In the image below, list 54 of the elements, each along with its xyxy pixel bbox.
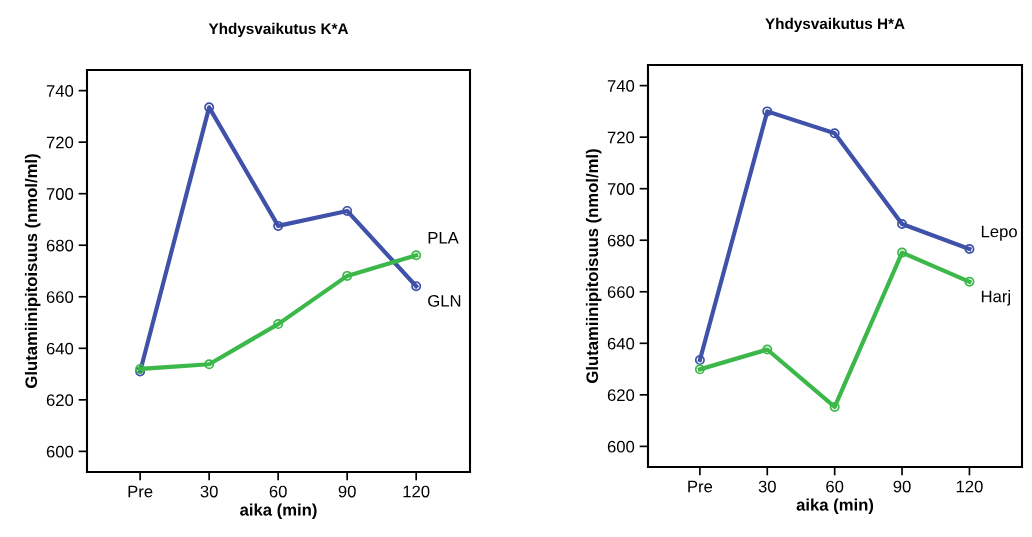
point [273, 319, 284, 330]
x-tick-label: Pre [128, 485, 153, 498]
point [762, 344, 773, 355]
y-axis-title: Glutamiinipitoisuus (nmol/ml) [24, 154, 41, 388]
y-axis-title: Glutamiinipitoisuus (nmol/ml) [585, 149, 602, 383]
y-tick-label: 720 [46, 136, 74, 149]
point [694, 355, 705, 366]
point [964, 276, 975, 287]
x-tick-label: 120 [956, 480, 983, 493]
x-tick-label: Pre [688, 480, 713, 493]
x-tick-label: 60 [269, 485, 287, 498]
point [897, 247, 908, 258]
x-tick-label: 30 [200, 485, 218, 498]
y-tick-label: 740 [46, 85, 74, 97]
point [342, 270, 353, 281]
point [411, 281, 422, 292]
point [762, 106, 773, 117]
point [829, 401, 840, 412]
y-tick-label: 660 [607, 286, 635, 298]
x-tick-label: 30 [758, 480, 776, 493]
series-label: PLA [428, 232, 459, 244]
y-tick-label: 600 [46, 445, 74, 458]
x-tick-label: 90 [893, 480, 911, 493]
point [273, 220, 284, 231]
y-tick-label: 640 [46, 342, 74, 355]
point [411, 250, 422, 261]
point [964, 243, 975, 254]
point [204, 102, 215, 113]
y-tick-label: 740 [607, 80, 635, 92]
chart-title: Yhdysvaikutus H*A [765, 17, 905, 33]
y-tick-label: 640 [607, 337, 635, 350]
x-tick-label: 120 [403, 485, 430, 498]
y-tick-label: 620 [607, 389, 635, 402]
point [204, 359, 215, 370]
point [694, 364, 705, 375]
y-tick-label: 600 [607, 440, 635, 453]
y-tick-label: 700 [46, 188, 74, 200]
point [829, 128, 840, 139]
y-tick-label: 620 [46, 394, 74, 407]
y-tick-label: 720 [607, 131, 635, 144]
y-tick-label: 680 [607, 234, 635, 247]
series-label: GLN [428, 294, 461, 307]
series-label: Harj [981, 290, 1010, 306]
point [342, 205, 353, 216]
series-label: Lepo [981, 225, 1017, 241]
chart-title: Yhdysvaikutus K*A [208, 22, 349, 38]
y-tick-label: 660 [46, 291, 74, 303]
x-axis-title: aika (min) [796, 498, 874, 515]
x-tick-label: 60 [826, 480, 844, 493]
point [897, 218, 908, 229]
x-axis-title: aika (min) [240, 503, 317, 520]
y-tick-label: 700 [607, 183, 635, 195]
x-tick-label: 90 [338, 485, 356, 498]
y-tick-label: 680 [46, 239, 74, 252]
